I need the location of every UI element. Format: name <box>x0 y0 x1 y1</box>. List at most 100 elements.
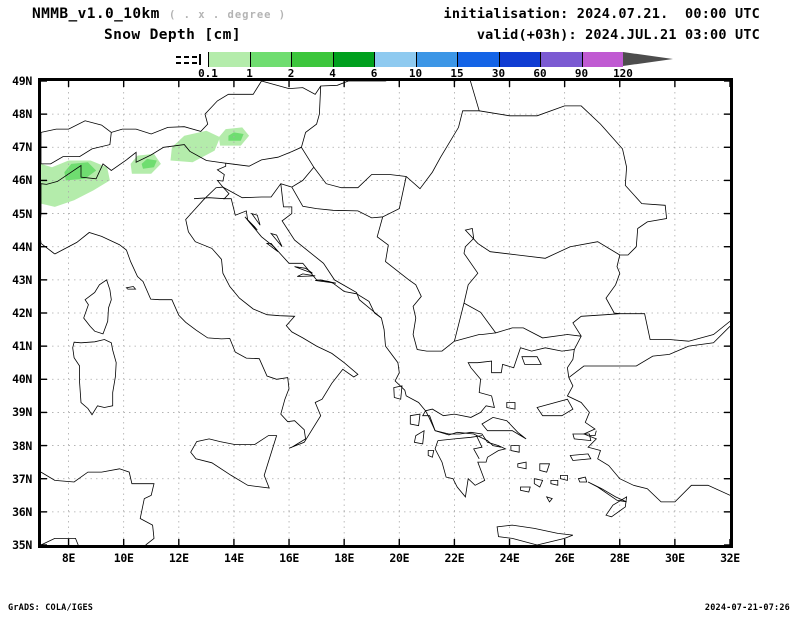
y-tick-43N: 43N <box>12 272 32 287</box>
geo-outline <box>409 413 421 427</box>
colorbar-tick-0.1: 0.1 <box>198 67 218 80</box>
colorbar-cell-7 <box>498 52 540 67</box>
x-tick-8E: 8E <box>61 551 76 565</box>
x-tick-16E: 16E <box>279 551 299 565</box>
geo-outline <box>72 339 117 416</box>
x-tick-12E: 12E <box>168 551 189 565</box>
geo-outline <box>225 85 322 167</box>
geo-outline <box>587 481 627 503</box>
snow-patch <box>141 158 157 169</box>
snow-patch <box>228 132 244 141</box>
resolution-note: ( . x . degree ) <box>168 9 287 21</box>
y-tick-39N: 39N <box>12 405 32 420</box>
geo-outline <box>536 398 574 417</box>
colorbar-tick-4: 4 <box>329 67 336 80</box>
geo-outline <box>572 313 730 350</box>
geo-outline <box>506 402 516 410</box>
colorbar-cell-8 <box>540 52 582 67</box>
geo-outline <box>463 228 621 304</box>
snow-patch <box>64 162 97 181</box>
valid-time: valid(+03h): 2024.JUL.21 03:00 UTC <box>476 27 760 43</box>
x-tick-32E: 32E <box>720 551 740 565</box>
y-tick-37N: 37N <box>12 471 32 486</box>
geo-outline <box>545 496 553 503</box>
geo-outline <box>280 183 382 319</box>
colorbar-tick-10: 10 <box>408 67 423 80</box>
geo-outline <box>425 410 507 498</box>
colorbar-cell-0 <box>208 52 250 67</box>
geo-outline <box>605 496 628 518</box>
geo-outline <box>572 433 592 442</box>
geo-outline <box>190 435 278 489</box>
y-tick-38N: 38N <box>12 438 32 453</box>
geo-outline <box>41 468 155 545</box>
x-tick-28E: 28E <box>609 551 630 565</box>
geo-outline <box>41 81 262 165</box>
geo-outline <box>427 450 435 458</box>
geo-outline <box>481 416 527 440</box>
colorbar-tick-60: 60 <box>533 67 547 80</box>
render-timestamp: 2024-07-21-07:26 <box>704 603 790 613</box>
colorbar-cell-5 <box>415 52 457 67</box>
geo-outline <box>496 524 574 545</box>
geo-outline <box>269 232 283 247</box>
y-tick-42N: 42N <box>12 306 32 320</box>
x-tick-22E: 22E <box>444 551 465 565</box>
model-name: NMMB_v1.0_10km ( . x . degree ) <box>32 6 286 22</box>
geo-outline <box>315 279 336 284</box>
colorbar-cell-2 <box>291 52 333 67</box>
geo-outline <box>54 186 359 449</box>
geo-outline <box>437 435 483 441</box>
y-tick-47N: 47N <box>12 140 32 155</box>
y-tick-44N: 44N <box>12 239 32 254</box>
x-tick-18E: 18E <box>334 551 355 565</box>
geo-outline <box>376 176 465 352</box>
geo-outline <box>510 445 520 453</box>
geo-outline <box>454 332 496 342</box>
colorbar-strip <box>208 52 673 67</box>
geo-outline <box>425 347 575 418</box>
grid-lines <box>41 81 730 545</box>
initialisation-time: initialisation: 2024.07.21. 00:00 UTC <box>443 6 760 22</box>
geo-outline <box>294 266 313 274</box>
geo-outline <box>291 186 383 219</box>
map-plot-area[interactable] <box>38 78 733 548</box>
colorbar-cell-6 <box>457 52 499 67</box>
geo-outline <box>393 385 403 400</box>
map-canvas <box>41 81 730 545</box>
snow-patch <box>170 130 221 163</box>
geo-outline <box>473 435 483 459</box>
colorbar-tick-2: 2 <box>287 67 295 80</box>
geo-outline <box>250 212 261 226</box>
geo-outline <box>521 356 542 365</box>
coastlines-and-borders <box>41 81 730 545</box>
geo-outline <box>539 463 551 473</box>
geo-outline <box>125 286 137 290</box>
geo-outline <box>520 486 531 493</box>
grads-credit: GrADS: COLA/IGES <box>8 603 94 613</box>
geo-outline <box>83 279 112 335</box>
geo-outline <box>560 475 568 481</box>
geo-outline <box>413 429 425 445</box>
geo-outline <box>261 81 457 95</box>
geo-outline <box>577 476 588 483</box>
geo-outline <box>569 453 592 461</box>
model-name-text: NMMB_v1.0_10km <box>32 6 160 22</box>
geo-outline <box>605 254 621 315</box>
geo-outline <box>313 81 480 190</box>
x-tick-14E: 14E <box>223 551 244 565</box>
snow-depth-shading <box>41 127 250 207</box>
x-tick-30E: 30E <box>664 551 685 565</box>
colorbar-tick-30: 30 <box>491 67 506 80</box>
colorbar-tick-120: 120 <box>613 67 633 80</box>
geo-outline <box>589 430 597 436</box>
geo-outline <box>265 243 279 253</box>
colorbar-cell-9 <box>581 52 623 67</box>
geo-outline <box>41 538 79 545</box>
y-tick-40N: 40N <box>12 372 32 387</box>
colorbar-cell-3 <box>332 52 374 67</box>
y-tick-45N: 45N <box>12 206 32 221</box>
geo-outline <box>244 216 258 231</box>
geo-outline <box>550 480 559 486</box>
colorbar-tick-1: 1 <box>246 67 253 80</box>
